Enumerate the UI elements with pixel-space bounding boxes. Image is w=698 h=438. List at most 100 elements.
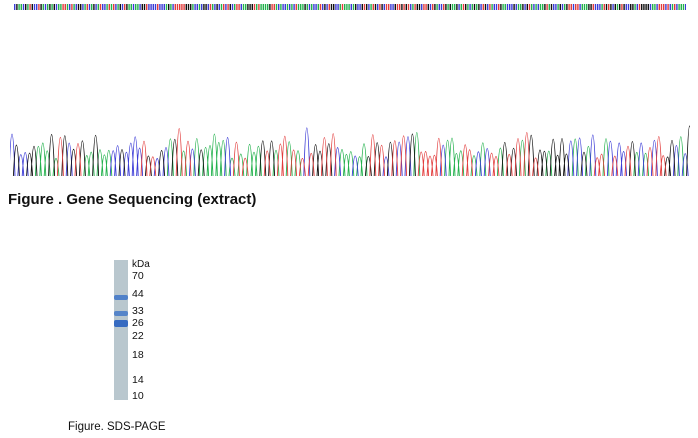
base-call-tick: [212, 4, 214, 10]
trace-a: [34, 132, 685, 177]
base-call-tick: [539, 4, 542, 10]
base-call-tick: [522, 4, 524, 10]
base-call-tick: [513, 4, 515, 10]
base-call-tick: [480, 4, 482, 10]
base-call-tick: [247, 4, 249, 10]
base-call-tick: [528, 4, 531, 10]
base-call-tick: [462, 4, 465, 10]
base-call-tick: [322, 4, 324, 10]
base-call-tick: [82, 4, 84, 10]
base-call-tick: [456, 4, 458, 10]
base-call-tick: [183, 4, 185, 10]
base-call-tick: [106, 4, 108, 10]
base-call-tick: [449, 4, 451, 10]
base-call-tick: [88, 4, 91, 10]
base-call-tick: [117, 4, 119, 10]
base-call-tick: [498, 4, 500, 10]
base-call-tick: [407, 4, 410, 10]
base-call-tick: [25, 4, 27, 10]
base-call-tick: [344, 4, 346, 10]
base-call-tick: [324, 4, 326, 10]
trace-c: [10, 127, 689, 177]
base-call-tick: [95, 4, 97, 10]
base-call-tick: [414, 4, 416, 10]
base-call-tick: [583, 4, 586, 10]
base-call-tick: [251, 4, 253, 10]
base-call-tick: [58, 4, 60, 10]
base-call-tick: [238, 4, 240, 10]
base-call-tick: [84, 4, 86, 10]
marker-label: 70: [132, 270, 144, 282]
base-call-tick: [284, 4, 286, 10]
base-call-tick: [249, 4, 251, 10]
base-call-tick: [418, 4, 421, 10]
base-call-tick: [383, 4, 385, 10]
base-call-tick: [291, 4, 293, 10]
base-call-tick: [403, 4, 405, 10]
base-call-tick: [506, 4, 509, 10]
base-call-tick: [220, 4, 223, 10]
base-call-tick: [676, 4, 678, 10]
gel-lane: [114, 260, 128, 400]
gel-band: [114, 311, 128, 316]
base-call-tick: [535, 4, 537, 10]
base-call-tick: [434, 4, 436, 10]
base-call-tick: [599, 4, 601, 10]
base-call-tick: [18, 4, 20, 10]
base-call-tick: [66, 4, 69, 10]
base-call-tick: [22, 4, 25, 10]
base-call-tick: [313, 4, 315, 10]
base-call-tick: [115, 4, 117, 10]
base-call-tick: [229, 4, 231, 10]
base-call-tick: [597, 4, 599, 10]
base-call-tick: [348, 4, 350, 10]
marker-label: 14: [132, 374, 144, 386]
base-call-tick: [665, 4, 667, 10]
base-call-tick: [440, 4, 443, 10]
base-call-tick: [645, 4, 647, 10]
base-call-tick: [319, 4, 322, 10]
base-call-tick: [632, 4, 634, 10]
base-call-tick: [179, 4, 181, 10]
base-call-tick: [139, 4, 141, 10]
kda-unit-label: kDa: [132, 259, 150, 270]
base-call-tick: [524, 4, 526, 10]
base-call-tick: [306, 4, 308, 10]
base-call-tick: [647, 4, 649, 10]
base-call-tick: [412, 4, 414, 10]
base-call-tick: [240, 4, 242, 10]
base-call-tick: [550, 4, 553, 10]
base-call-tick: [491, 4, 493, 10]
base-call-tick: [520, 4, 522, 10]
base-call-tick: [273, 4, 275, 10]
base-call-tick: [176, 4, 179, 10]
base-call-tick: [236, 4, 238, 10]
base-call-tick: [280, 4, 282, 10]
base-call-tick: [31, 4, 33, 10]
base-call-tick: [295, 4, 297, 10]
base-call-tick: [509, 4, 511, 10]
base-call-tick: [667, 4, 669, 10]
base-call-tick: [381, 4, 383, 10]
base-call-tick: [368, 4, 370, 10]
base-call-tick: [53, 4, 55, 10]
base-call-tick: [51, 4, 53, 10]
base-call-tick: [27, 4, 29, 10]
base-call-tick: [302, 4, 304, 10]
base-call-tick: [33, 4, 36, 10]
base-call-tick: [570, 4, 572, 10]
base-call-tick: [205, 4, 207, 10]
base-call-tick: [55, 4, 58, 10]
base-call-tick: [75, 4, 77, 10]
base-call-tick: [652, 4, 654, 10]
base-call-tick: [392, 4, 394, 10]
base-call-tick: [339, 4, 341, 10]
base-call-tick: [614, 4, 616, 10]
base-call-tick: [566, 4, 568, 10]
base-call-tick: [148, 4, 150, 10]
base-call-tick: [181, 4, 183, 10]
base-call-tick: [546, 4, 548, 10]
base-call-tick: [341, 4, 344, 10]
sequencing-chromatogram: [10, 125, 690, 177]
marker-label: 18: [132, 349, 144, 361]
